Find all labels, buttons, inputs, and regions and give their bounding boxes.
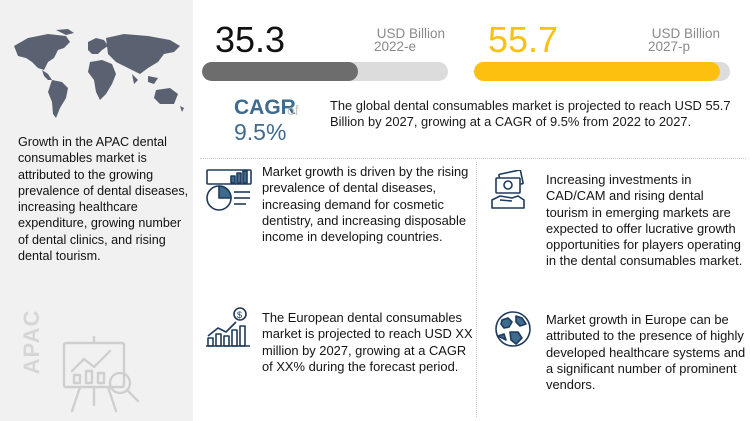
world-map-icon bbox=[14, 29, 184, 118]
market-summary: The global dental consumables market is … bbox=[330, 98, 731, 129]
drivers-text: Market growth is driven by the rising pr… bbox=[262, 164, 469, 245]
vertical-divider bbox=[476, 162, 477, 417]
europe-growth-text: Market growth in Europe can be attribute… bbox=[546, 312, 746, 393]
presentation-board-icon bbox=[62, 335, 140, 413]
cagr-of: of bbox=[287, 102, 299, 118]
apac-panel: Growth in the APAC dental consumables ma… bbox=[0, 0, 193, 421]
cagr-label: CAGR bbox=[234, 96, 296, 119]
dollar-bar-chart-icon: $ bbox=[206, 307, 250, 347]
region-label: APAC bbox=[19, 309, 44, 375]
analytics-pie-icon bbox=[206, 169, 252, 211]
metric-2022-bar-fill bbox=[202, 62, 358, 81]
metric-2027-year: 2027-p bbox=[647, 39, 690, 54]
cagr-value: 9.5% bbox=[234, 119, 287, 145]
globe-icon bbox=[495, 311, 531, 347]
metric-2027-unit: USD Billion bbox=[651, 26, 720, 41]
metric-2027-value: 55.7 bbox=[488, 19, 559, 60]
metric-2022-unit: USD Billion bbox=[376, 26, 445, 41]
money-hand-icon bbox=[491, 170, 525, 209]
metric-2027-bar-fill bbox=[474, 62, 720, 81]
apac-description: Growth in the APAC dental consumables ma… bbox=[18, 135, 189, 264]
metric-2022-year: 2022-e bbox=[373, 39, 416, 54]
cagr-block: CAGR of 9.5% bbox=[232, 97, 322, 147]
europe-projection-text: The European dental consumables market i… bbox=[262, 310, 473, 374]
opportunities-text: Increasing investments in CAD/CAM and ri… bbox=[546, 172, 743, 269]
metric-2022-value: 35.3 bbox=[215, 19, 286, 60]
svg-text:$: $ bbox=[237, 310, 242, 320]
metric-2022-bar bbox=[202, 62, 448, 81]
horizontal-divider bbox=[200, 158, 746, 159]
metric-2027-bar bbox=[474, 62, 730, 81]
